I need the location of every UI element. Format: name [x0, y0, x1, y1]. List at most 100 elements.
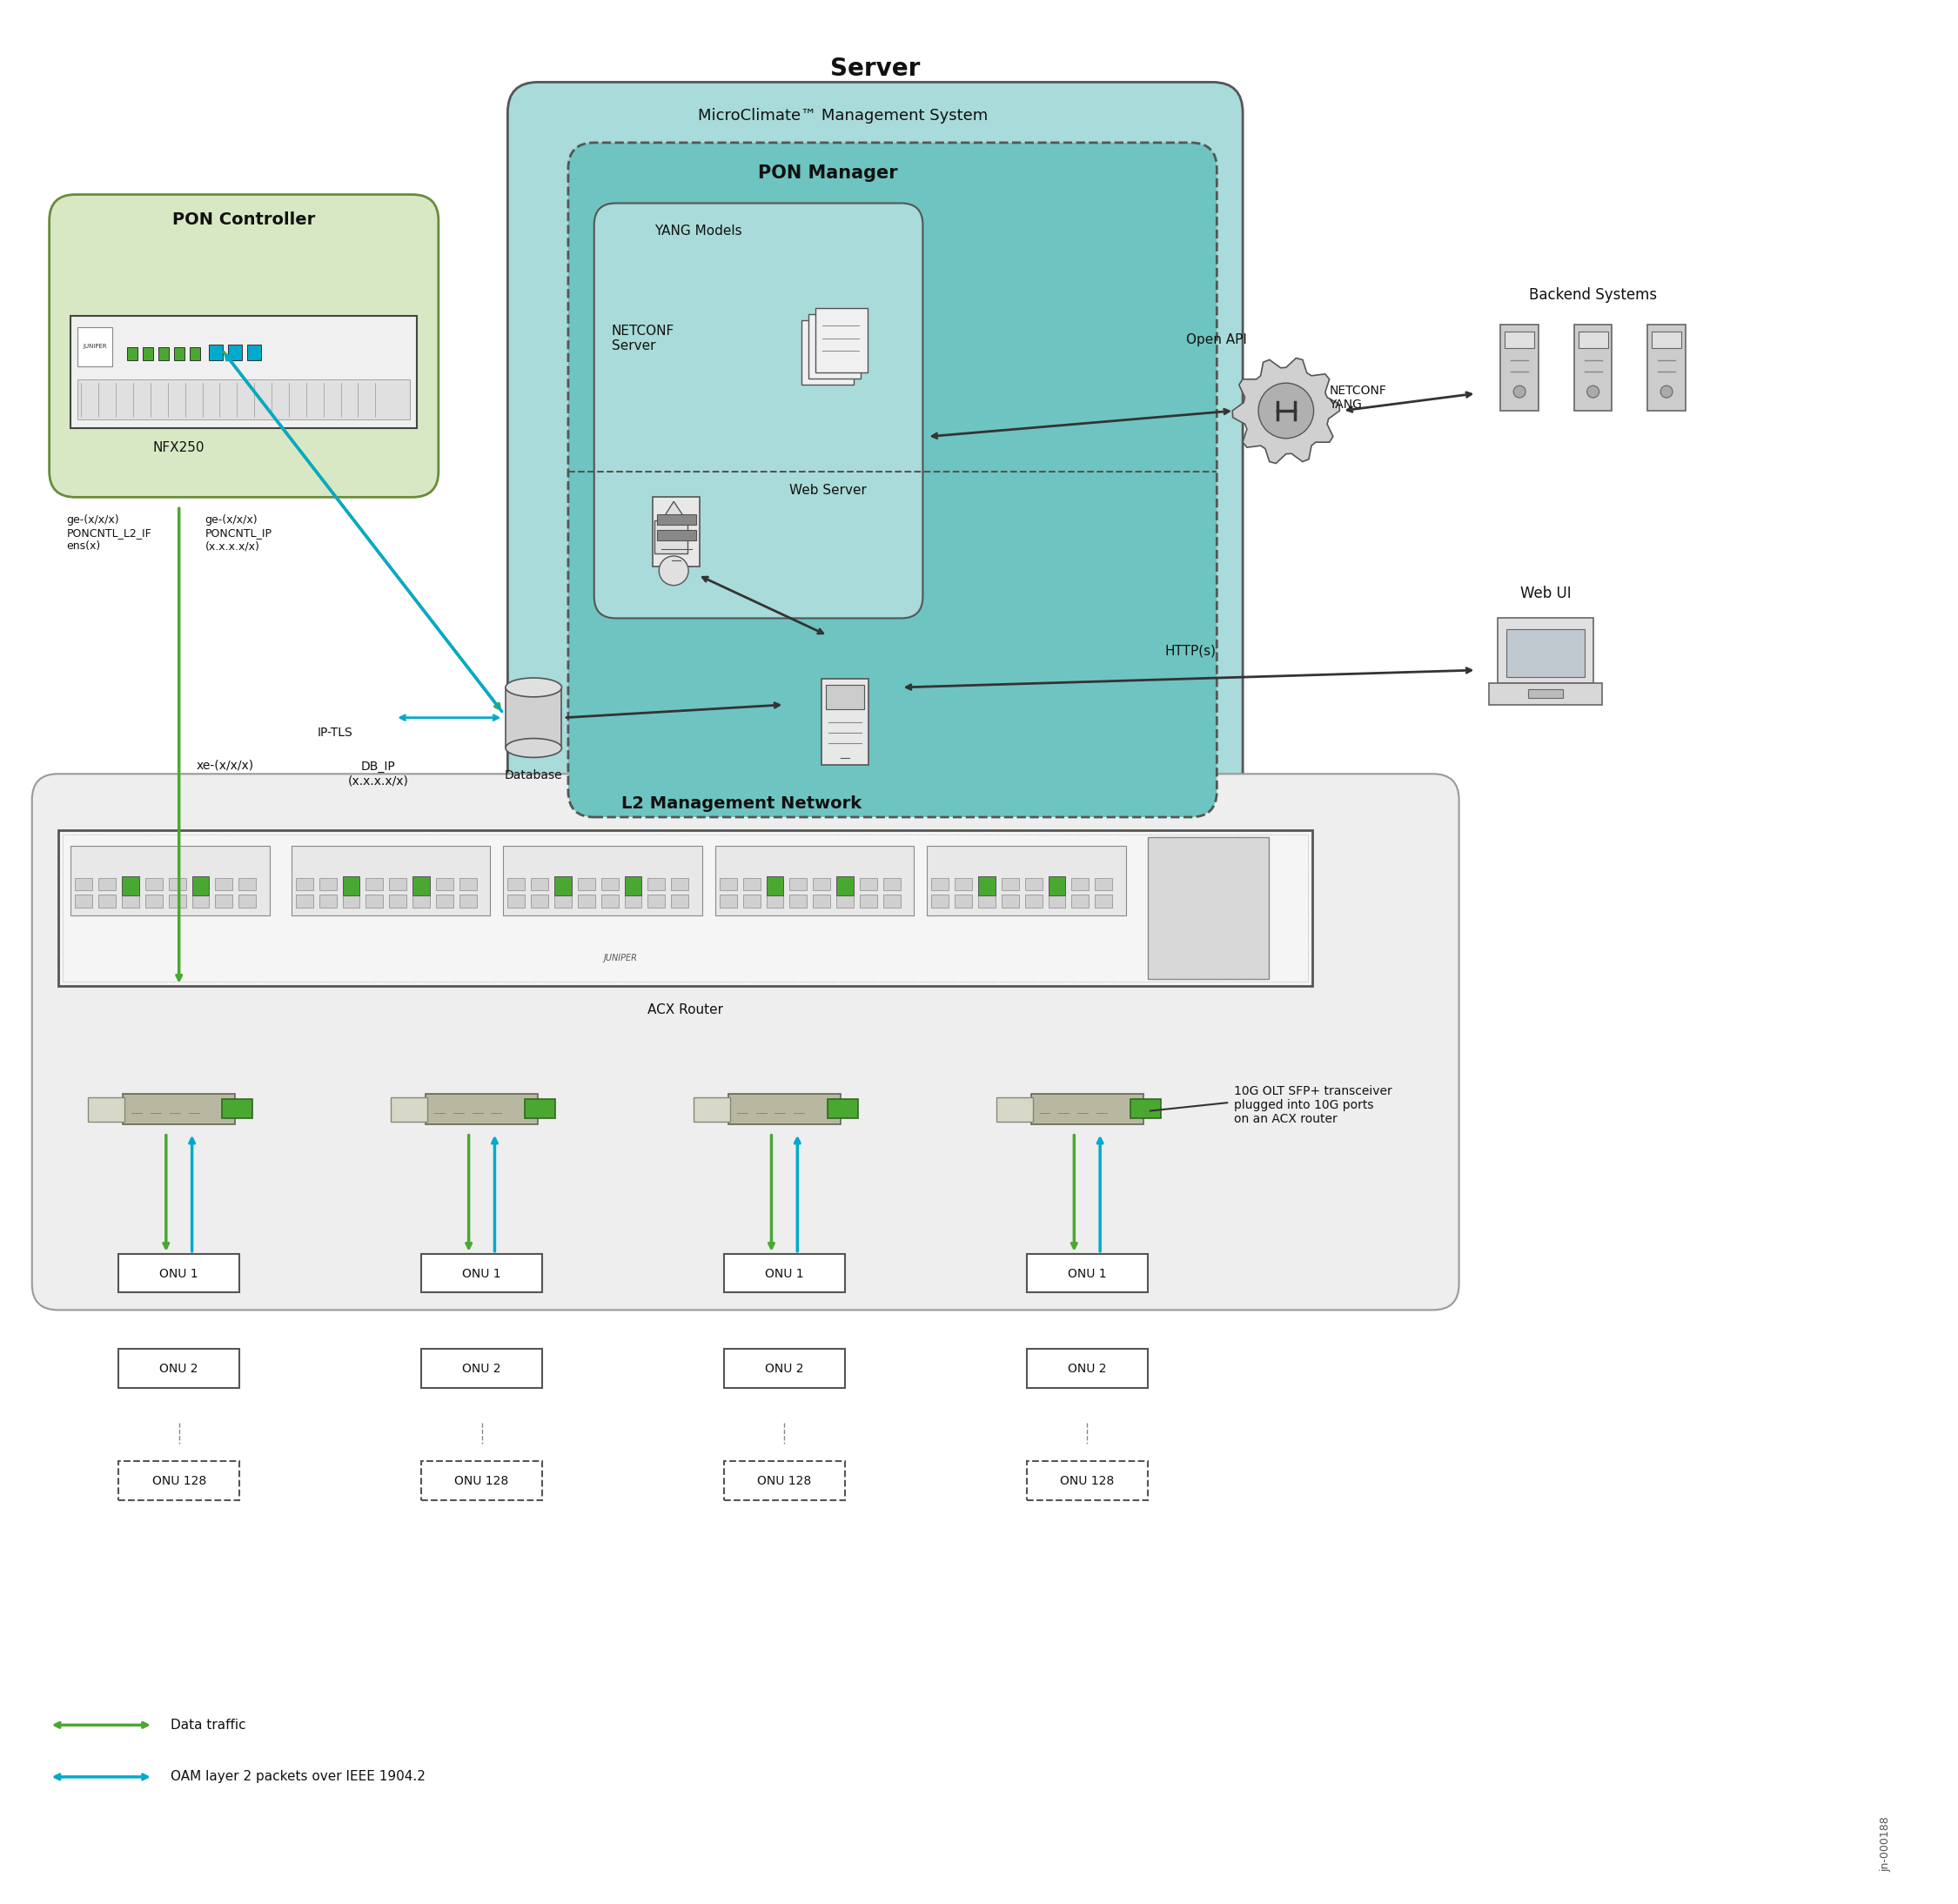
FancyBboxPatch shape — [421, 1253, 542, 1293]
FancyBboxPatch shape — [319, 895, 337, 908]
FancyBboxPatch shape — [390, 878, 407, 891]
FancyBboxPatch shape — [648, 878, 666, 891]
FancyBboxPatch shape — [1147, 838, 1269, 979]
FancyBboxPatch shape — [724, 1348, 846, 1388]
FancyBboxPatch shape — [625, 878, 642, 891]
FancyBboxPatch shape — [883, 878, 901, 891]
FancyBboxPatch shape — [505, 687, 562, 748]
FancyBboxPatch shape — [223, 1099, 253, 1118]
Text: ONU 128: ONU 128 — [758, 1476, 811, 1487]
FancyBboxPatch shape — [860, 895, 877, 908]
FancyBboxPatch shape — [192, 895, 210, 908]
FancyBboxPatch shape — [421, 1460, 542, 1500]
FancyBboxPatch shape — [1500, 324, 1539, 411]
FancyBboxPatch shape — [1024, 895, 1042, 908]
FancyBboxPatch shape — [366, 878, 384, 891]
FancyBboxPatch shape — [766, 876, 783, 895]
FancyBboxPatch shape — [210, 345, 223, 360]
FancyBboxPatch shape — [98, 895, 116, 908]
FancyBboxPatch shape — [836, 878, 854, 891]
Text: MicroClimate™ Management System: MicroClimate™ Management System — [697, 109, 989, 124]
Text: 10G OLT SFP+ transceiver
plugged into 10G ports
on an ACX router: 10G OLT SFP+ transceiver plugged into 10… — [1234, 1085, 1392, 1125]
FancyBboxPatch shape — [98, 878, 116, 891]
FancyBboxPatch shape — [813, 878, 830, 891]
Text: Data traffic: Data traffic — [170, 1719, 247, 1731]
FancyBboxPatch shape — [292, 845, 490, 916]
FancyBboxPatch shape — [648, 895, 666, 908]
Text: OAM layer 2 packets over IEEE 1904.2: OAM layer 2 packets over IEEE 1904.2 — [170, 1771, 425, 1784]
FancyBboxPatch shape — [789, 895, 807, 908]
FancyBboxPatch shape — [816, 308, 867, 373]
FancyBboxPatch shape — [860, 878, 877, 891]
FancyBboxPatch shape — [192, 878, 210, 891]
FancyBboxPatch shape — [809, 314, 860, 379]
Text: PON Controller: PON Controller — [172, 211, 315, 228]
FancyBboxPatch shape — [215, 895, 233, 908]
FancyBboxPatch shape — [74, 878, 92, 891]
FancyBboxPatch shape — [656, 529, 695, 541]
FancyBboxPatch shape — [366, 895, 384, 908]
FancyBboxPatch shape — [979, 895, 995, 908]
FancyBboxPatch shape — [1095, 878, 1112, 891]
FancyBboxPatch shape — [1653, 331, 1682, 348]
Text: ONU 2: ONU 2 — [462, 1363, 501, 1375]
Text: ONU 128: ONU 128 — [153, 1476, 206, 1487]
FancyBboxPatch shape — [437, 878, 452, 891]
Polygon shape — [1232, 358, 1339, 463]
Bar — [654, 520, 687, 554]
FancyBboxPatch shape — [49, 194, 439, 497]
FancyBboxPatch shape — [168, 878, 186, 891]
Text: Web UI: Web UI — [1519, 585, 1570, 602]
FancyBboxPatch shape — [883, 895, 901, 908]
FancyBboxPatch shape — [74, 895, 92, 908]
Circle shape — [1259, 383, 1314, 438]
Text: ge-(x/x/x)
PONCNTL_L2_IF
ens(x): ge-(x/x/x) PONCNTL_L2_IF ens(x) — [67, 514, 151, 552]
FancyBboxPatch shape — [413, 895, 431, 908]
FancyBboxPatch shape — [59, 830, 1312, 986]
FancyBboxPatch shape — [601, 878, 619, 891]
Text: NETCONF
Server: NETCONF Server — [611, 324, 674, 352]
FancyBboxPatch shape — [742, 878, 760, 891]
Text: YANG Models: YANG Models — [654, 225, 742, 238]
FancyBboxPatch shape — [813, 895, 830, 908]
FancyBboxPatch shape — [343, 876, 360, 895]
FancyBboxPatch shape — [997, 1097, 1032, 1121]
FancyBboxPatch shape — [836, 876, 854, 895]
Text: IP-TLS: IP-TLS — [317, 725, 352, 739]
FancyBboxPatch shape — [390, 895, 407, 908]
Text: ONU 1: ONU 1 — [1067, 1268, 1106, 1279]
Ellipse shape — [505, 739, 562, 758]
Polygon shape — [660, 501, 689, 526]
FancyBboxPatch shape — [421, 1348, 542, 1388]
Text: Database: Database — [505, 769, 562, 783]
FancyBboxPatch shape — [1024, 878, 1042, 891]
FancyBboxPatch shape — [593, 204, 922, 619]
Text: ONU 1: ONU 1 — [766, 1268, 805, 1279]
Text: ONU 128: ONU 128 — [1059, 1476, 1114, 1487]
FancyBboxPatch shape — [31, 773, 1459, 1310]
FancyBboxPatch shape — [143, 348, 153, 360]
FancyBboxPatch shape — [652, 497, 701, 565]
FancyBboxPatch shape — [1026, 1253, 1147, 1293]
FancyBboxPatch shape — [119, 1460, 239, 1500]
FancyBboxPatch shape — [127, 348, 137, 360]
Text: DB_IP
(x.x.x.x/x): DB_IP (x.x.x.x/x) — [347, 762, 409, 786]
FancyBboxPatch shape — [728, 1093, 840, 1123]
FancyBboxPatch shape — [343, 878, 360, 891]
FancyBboxPatch shape — [1071, 895, 1089, 908]
FancyBboxPatch shape — [247, 345, 260, 360]
FancyBboxPatch shape — [1130, 1099, 1161, 1118]
Circle shape — [1514, 387, 1525, 398]
Text: NFX250: NFX250 — [153, 442, 206, 453]
FancyBboxPatch shape — [121, 876, 139, 895]
FancyBboxPatch shape — [159, 348, 168, 360]
FancyBboxPatch shape — [296, 878, 313, 891]
Circle shape — [1588, 387, 1600, 398]
FancyBboxPatch shape — [979, 876, 995, 895]
Text: xe-(x/x/x): xe-(x/x/x) — [196, 760, 255, 771]
FancyBboxPatch shape — [531, 878, 548, 891]
Text: Web Server: Web Server — [789, 484, 865, 497]
Text: ACX Router: ACX Router — [646, 1003, 723, 1017]
FancyBboxPatch shape — [460, 895, 476, 908]
Text: L2 Management Network: L2 Management Network — [621, 796, 862, 811]
